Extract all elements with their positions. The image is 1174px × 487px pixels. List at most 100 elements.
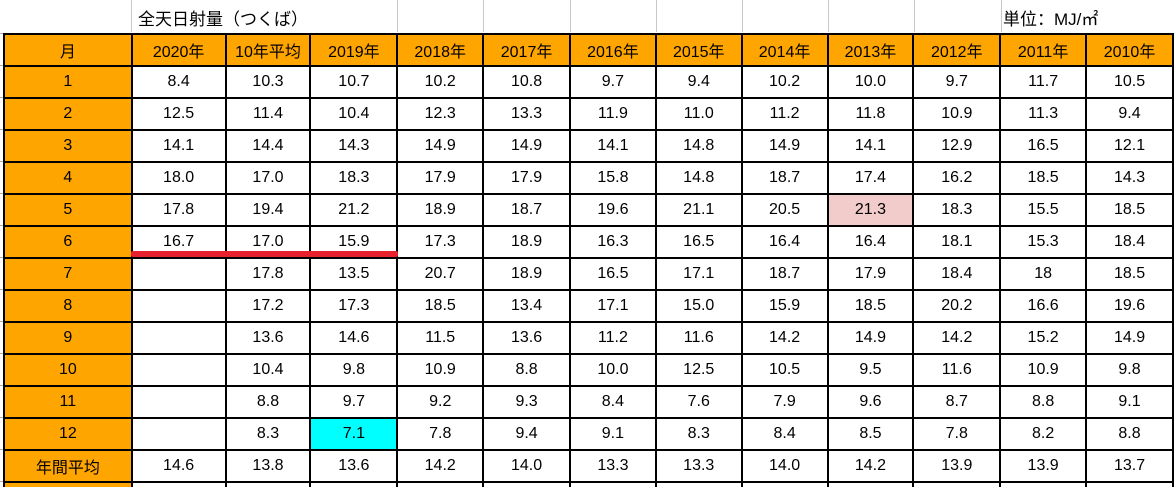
- table-cell[interactable]: 14.9: [1085, 321, 1174, 355]
- row-header[interactable]: 4: [3, 161, 133, 195]
- table-cell[interactable]: 20.5: [740, 193, 829, 227]
- table-cell[interactable]: 11.0: [654, 97, 743, 131]
- table-cell[interactable]: 13.6: [482, 321, 571, 355]
- table-cell[interactable]: 17.9: [396, 161, 485, 195]
- table-cell[interactable]: 19.6: [1085, 289, 1174, 323]
- table-cell[interactable]: [482, 481, 571, 487]
- table-cell[interactable]: 11.8: [826, 97, 915, 131]
- table-cell[interactable]: 17.2: [224, 289, 312, 323]
- table-cell[interactable]: 18.5: [396, 289, 485, 323]
- table-cell[interactable]: 8.2: [999, 417, 1088, 451]
- table-cell[interactable]: 17.1: [568, 289, 657, 323]
- table-cell[interactable]: 17.9: [826, 257, 915, 291]
- table-cell[interactable]: 13.3: [482, 97, 571, 131]
- table-cell[interactable]: 8.4: [568, 385, 657, 419]
- table-cell[interactable]: 18.4: [912, 257, 1002, 291]
- table-cell[interactable]: 17.4: [826, 161, 915, 195]
- table-cell[interactable]: 10.2: [396, 65, 485, 99]
- table-cell[interactable]: 13.9: [999, 449, 1088, 483]
- table-cell[interactable]: 7.9: [740, 385, 829, 419]
- table-cell[interactable]: 14.0: [740, 449, 829, 483]
- table-cell[interactable]: 17.9: [482, 161, 571, 195]
- table-cell[interactable]: 10.0: [568, 353, 657, 387]
- table-cell[interactable]: 8.8: [482, 353, 571, 387]
- table-cell[interactable]: 9.4: [1085, 97, 1174, 131]
- table-cell[interactable]: 20.7: [396, 257, 485, 291]
- table-cell[interactable]: 12.9: [912, 129, 1002, 163]
- table-cell[interactable]: 10.5: [740, 353, 829, 387]
- table-cell[interactable]: 17.0: [224, 161, 312, 195]
- row-header[interactable]: 年間平均: [3, 449, 133, 483]
- table-cell[interactable]: 14.1: [568, 129, 657, 163]
- table-cell[interactable]: [309, 481, 399, 487]
- table-cell[interactable]: 20.2: [912, 289, 1002, 323]
- table-cell[interactable]: 14.2: [826, 449, 915, 483]
- table-cell[interactable]: 11.9: [568, 97, 657, 131]
- table-cell[interactable]: 14.8: [654, 129, 743, 163]
- table-cell[interactable]: 15.9: [740, 289, 829, 323]
- table-cell[interactable]: 19.6: [568, 193, 657, 227]
- table-cell[interactable]: 18.4: [1085, 225, 1174, 259]
- table-cell[interactable]: 13.4: [482, 289, 571, 323]
- table-cell[interactable]: 15.5: [999, 193, 1088, 227]
- table-cell[interactable]: 17.1: [654, 257, 743, 291]
- table-cell[interactable]: 14.9: [396, 129, 485, 163]
- table-cell[interactable]: 14.9: [826, 321, 915, 355]
- column-header[interactable]: 2010年: [1085, 33, 1174, 67]
- table-cell[interactable]: 8.3: [654, 417, 743, 451]
- table-cell[interactable]: 7.8: [912, 417, 1002, 451]
- table-cell[interactable]: 9.8: [1085, 353, 1174, 387]
- table-cell[interactable]: 16.2: [912, 161, 1002, 195]
- table-cell[interactable]: 12.5: [130, 97, 227, 131]
- table-cell[interactable]: [130, 385, 227, 419]
- table-cell[interactable]: 8.3: [224, 417, 312, 451]
- table-cell[interactable]: 13.6: [224, 321, 312, 355]
- table-cell[interactable]: 8.4: [130, 65, 227, 99]
- table-cell[interactable]: 7.8: [396, 417, 485, 451]
- table-cell[interactable]: 12.3: [396, 97, 485, 131]
- table-cell[interactable]: 21.1: [654, 193, 743, 227]
- table-cell[interactable]: 13.5: [309, 257, 399, 291]
- table-cell[interactable]: 8.4: [740, 417, 829, 451]
- row-header[interactable]: 10: [3, 353, 133, 387]
- table-cell[interactable]: 18.3: [309, 161, 399, 195]
- row-header[interactable]: 2: [3, 97, 133, 131]
- table-cell[interactable]: 9.4: [482, 417, 571, 451]
- column-header[interactable]: 2016年: [568, 33, 657, 67]
- table-cell[interactable]: 16.3: [568, 225, 657, 259]
- table-cell[interactable]: 8.8: [1085, 417, 1174, 451]
- table-cell[interactable]: 17.8: [130, 193, 227, 227]
- table-cell[interactable]: 9.7: [309, 385, 399, 419]
- table-cell[interactable]: 9.7: [912, 65, 1002, 99]
- table-cell[interactable]: 16.5: [568, 257, 657, 291]
- table-cell[interactable]: 9.1: [1085, 385, 1174, 419]
- table-cell[interactable]: 18.7: [740, 161, 829, 195]
- table-cell[interactable]: 9.4: [654, 65, 743, 99]
- table-cell[interactable]: 10.2: [740, 65, 829, 99]
- table-cell[interactable]: 18.5: [999, 161, 1088, 195]
- table-cell[interactable]: 15.0: [654, 289, 743, 323]
- table-cell[interactable]: 10.4: [224, 353, 312, 387]
- table-cell[interactable]: 12.1: [1085, 129, 1174, 163]
- table-cell[interactable]: 14.2: [912, 321, 1002, 355]
- row-header[interactable]: 5: [3, 193, 133, 227]
- table-cell[interactable]: 21.3: [826, 193, 915, 227]
- table-cell[interactable]: 8.7: [912, 385, 1002, 419]
- table-cell[interactable]: 11.4: [224, 97, 312, 131]
- table-cell[interactable]: 10.3: [224, 65, 312, 99]
- row-header[interactable]: 11: [3, 385, 133, 419]
- table-cell[interactable]: 18.1: [912, 225, 1002, 259]
- table-cell[interactable]: 18.0: [130, 161, 227, 195]
- table-cell[interactable]: 14.2: [740, 321, 829, 355]
- table-cell[interactable]: 16.5: [999, 129, 1088, 163]
- table-cell[interactable]: 16.4: [740, 225, 829, 259]
- table-cell[interactable]: 14.1: [826, 129, 915, 163]
- table-cell[interactable]: 11.5: [396, 321, 485, 355]
- table-cell[interactable]: 11.2: [740, 97, 829, 131]
- table-cell[interactable]: 21.2: [309, 193, 399, 227]
- column-header[interactable]: 2020年: [130, 33, 227, 67]
- table-cell[interactable]: 14.6: [130, 449, 227, 483]
- table-cell[interactable]: 14.2: [396, 449, 485, 483]
- table-cell[interactable]: 10.7: [309, 65, 399, 99]
- row-header[interactable]: 9: [3, 321, 133, 355]
